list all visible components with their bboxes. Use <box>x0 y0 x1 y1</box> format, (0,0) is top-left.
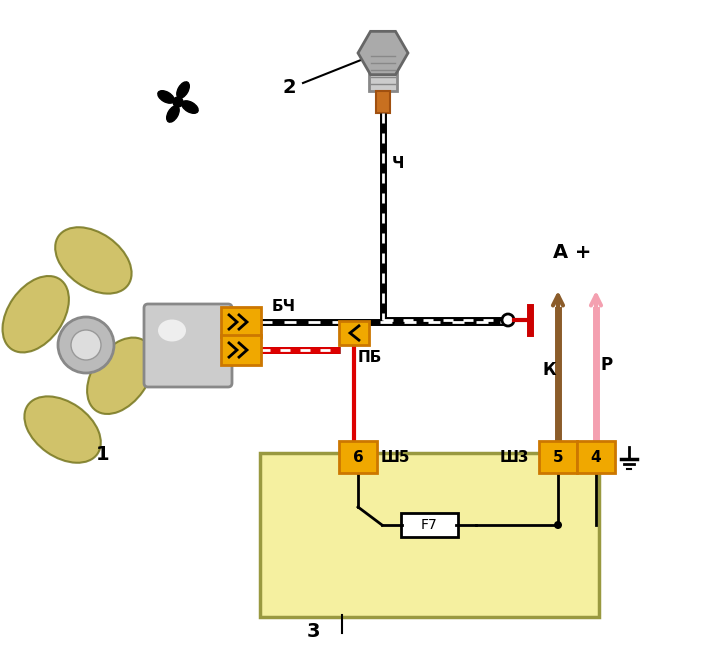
FancyBboxPatch shape <box>539 441 577 473</box>
Text: Ч: Ч <box>392 155 405 170</box>
FancyBboxPatch shape <box>144 304 232 387</box>
Text: 6: 6 <box>352 450 364 465</box>
Ellipse shape <box>167 106 179 122</box>
FancyBboxPatch shape <box>260 453 599 617</box>
FancyBboxPatch shape <box>376 91 390 113</box>
Text: Ш3: Ш3 <box>500 450 530 465</box>
Text: 3: 3 <box>307 622 321 641</box>
Text: ПБ: ПБ <box>358 350 382 365</box>
FancyBboxPatch shape <box>221 335 261 365</box>
Circle shape <box>71 330 101 360</box>
FancyBboxPatch shape <box>339 441 377 473</box>
Text: F7: F7 <box>420 518 437 532</box>
Circle shape <box>554 521 562 529</box>
Ellipse shape <box>158 320 186 341</box>
Text: 1: 1 <box>96 445 110 464</box>
Text: Р: Р <box>601 356 613 374</box>
Ellipse shape <box>182 101 198 113</box>
Circle shape <box>173 97 183 107</box>
FancyBboxPatch shape <box>401 513 458 537</box>
Ellipse shape <box>3 276 69 352</box>
FancyBboxPatch shape <box>577 441 615 473</box>
Circle shape <box>58 317 114 373</box>
Text: 4: 4 <box>591 450 601 465</box>
Ellipse shape <box>87 337 153 414</box>
FancyBboxPatch shape <box>221 307 261 337</box>
Text: БЧ: БЧ <box>272 299 296 314</box>
Text: 5: 5 <box>553 450 563 465</box>
FancyBboxPatch shape <box>369 53 397 91</box>
Ellipse shape <box>55 227 132 294</box>
Text: К: К <box>543 361 556 379</box>
Ellipse shape <box>24 396 101 463</box>
FancyBboxPatch shape <box>339 321 369 345</box>
Text: Ш5: Ш5 <box>381 450 410 465</box>
Ellipse shape <box>177 82 189 98</box>
Polygon shape <box>358 31 408 75</box>
Ellipse shape <box>158 91 174 103</box>
Text: А +: А + <box>553 243 591 262</box>
Circle shape <box>502 314 514 326</box>
Text: 2: 2 <box>283 78 296 97</box>
